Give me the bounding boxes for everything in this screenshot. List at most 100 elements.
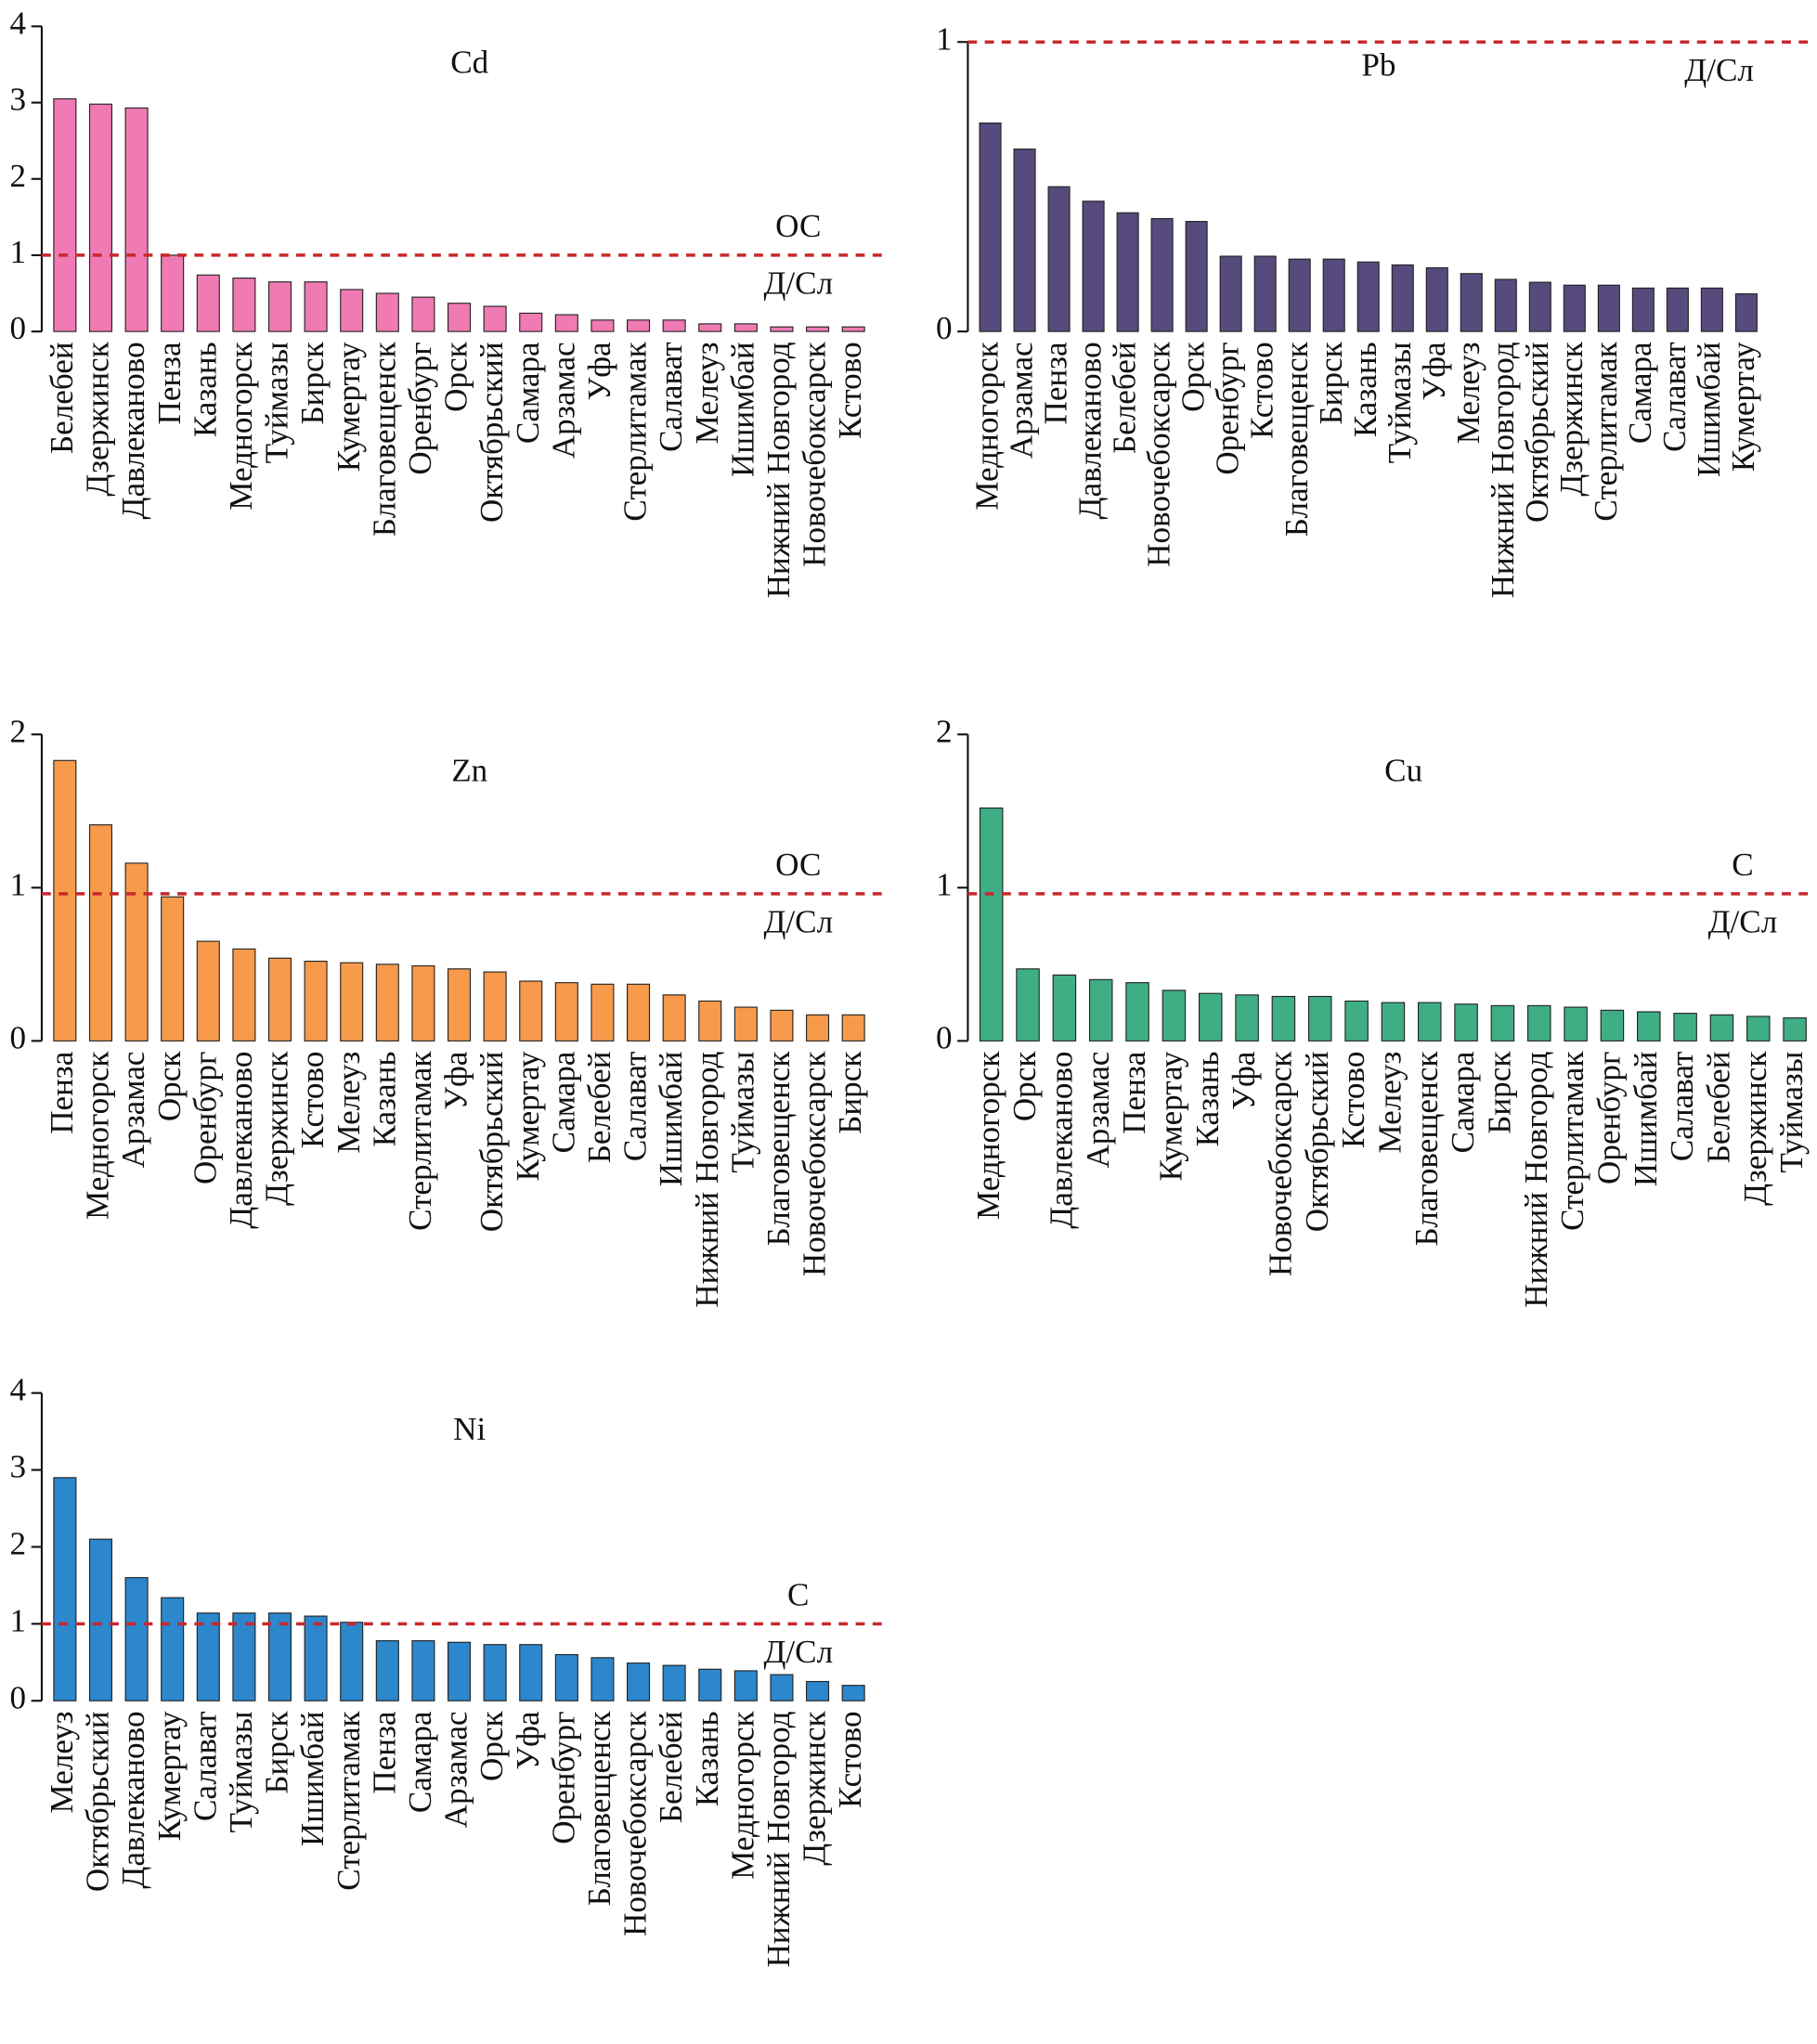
x-tick-label: Нижний Новгород: [760, 1711, 797, 1967]
bar: [662, 994, 686, 1041]
x-tick-label: Туймазы: [259, 342, 295, 463]
x-tick-label: Ишимбай: [294, 1711, 331, 1846]
x-tick-label: Казань: [366, 1052, 402, 1147]
bar: [447, 303, 472, 332]
bar: [411, 296, 435, 332]
bar: [1460, 273, 1483, 332]
bar: [806, 1680, 830, 1701]
bar: [1344, 1000, 1369, 1041]
bar: [1162, 990, 1187, 1041]
chart-title: Pb: [1361, 46, 1395, 83]
bar: [1198, 992, 1223, 1041]
x-tick-label: Арзамас: [1080, 1052, 1116, 1169]
x-tick-label: Оренбург: [545, 1711, 581, 1843]
y-tick-label: 2: [10, 713, 27, 749]
bar: [841, 1014, 865, 1041]
x-tick-label: Уфа: [581, 342, 617, 401]
x-tick-label: Стерлитамак: [402, 1051, 438, 1231]
bar: [1746, 1016, 1771, 1041]
x-tick-label: Благовещенск: [760, 1051, 797, 1247]
bar: [1454, 1003, 1478, 1041]
x-tick-label: Уфа: [1416, 342, 1452, 401]
bar: [232, 948, 256, 1041]
x-tick-label: Казань: [1347, 342, 1383, 437]
x-tick-label: Пенза: [1038, 342, 1074, 425]
x-tick-label: Октябрьский: [1519, 342, 1555, 523]
bar: [1425, 266, 1448, 332]
x-tick-label: Салават: [1656, 342, 1693, 452]
x-tick-label: Бирск: [259, 1711, 295, 1794]
bar: [733, 1670, 758, 1701]
bar: [1013, 149, 1036, 332]
bar: [1322, 258, 1345, 332]
bar: [806, 1014, 830, 1041]
x-tick-label: Салават: [617, 1052, 654, 1162]
x-tick-label: Новочебоксарск: [1141, 341, 1177, 566]
y-tick-label: 1: [10, 866, 27, 902]
x-tick-label: Белебей: [653, 1711, 689, 1823]
reference-label: С: [787, 1576, 809, 1612]
bar: [411, 1640, 435, 1701]
x-tick-label: Оренбург: [187, 1052, 223, 1184]
y-tick-label: 3: [10, 1449, 27, 1485]
x-tick-label: Ишимбай: [1691, 342, 1727, 477]
bar: [1150, 217, 1174, 332]
x-tick-label: Дзержинск: [80, 341, 116, 496]
x-tick-label: Новочебоксарск: [1262, 1051, 1298, 1276]
y-tick-label: 0: [936, 310, 953, 346]
x-tick-label: Мелеуз: [331, 1052, 367, 1154]
bar: [841, 1685, 865, 1701]
x-tick-label: Мелеуз: [1371, 1052, 1408, 1154]
bar: [375, 292, 399, 332]
bar: [53, 759, 77, 1041]
bar: [1235, 994, 1259, 1041]
bar: [232, 278, 256, 332]
y-tick-label: 0: [936, 1019, 953, 1055]
x-tick-label: Дзержинск: [1553, 341, 1590, 496]
chart-title: Ni: [453, 1411, 486, 1447]
bar: [1185, 221, 1208, 332]
bar: [770, 1674, 794, 1701]
chart-title: Zn: [451, 752, 487, 788]
x-tick-label: Медногорск: [969, 341, 1006, 510]
bar: [806, 326, 830, 332]
y-tick-label: 1: [10, 1602, 27, 1638]
y-tick-label: 2: [936, 713, 953, 749]
bar: [1219, 255, 1242, 332]
bar: [591, 319, 615, 332]
chart-title: Cu: [1384, 752, 1422, 788]
y-tick-label: 2: [10, 158, 27, 194]
bar: [1016, 968, 1040, 1041]
x-tick-label: Кумертау: [1152, 1051, 1188, 1181]
x-tick-label: Благовещенск: [366, 341, 402, 537]
x-tick-label: Орск: [1175, 341, 1212, 411]
x-tick-label: Октябрьский: [80, 1711, 116, 1892]
x-tick-label: Самара: [402, 1711, 438, 1813]
x-tick-label: Пенза: [151, 342, 188, 425]
bar: [1563, 284, 1586, 332]
y-tick-label: 2: [10, 1526, 27, 1562]
bar: [88, 103, 113, 332]
y-tick-label: 3: [10, 82, 27, 118]
chart-title: Cd: [450, 45, 488, 81]
bar: [375, 964, 399, 1041]
bar: [519, 312, 543, 332]
x-tick-label: Давлеканово: [115, 1711, 151, 1888]
bar: [979, 807, 1004, 1041]
x-tick-label: Октябрьский: [474, 342, 510, 523]
bar: [1417, 1002, 1442, 1041]
bar: [1052, 974, 1077, 1041]
x-tick-label: Самара: [545, 1051, 581, 1153]
x-tick-label: Пенза: [44, 1051, 80, 1134]
bar: [88, 824, 113, 1041]
bar: [483, 1644, 507, 1701]
x-tick-label: Орск: [438, 341, 474, 411]
x-tick-label: Салават: [187, 1711, 223, 1821]
bar: [53, 97, 77, 332]
bar: [447, 1641, 472, 1701]
x-tick-label: Ишимбай: [653, 1052, 689, 1187]
bar: [770, 1009, 794, 1041]
x-tick-label: Кстово: [1335, 1052, 1371, 1148]
reference-label: ОС: [775, 847, 821, 883]
x-tick-label: Оренбург: [1210, 342, 1246, 474]
